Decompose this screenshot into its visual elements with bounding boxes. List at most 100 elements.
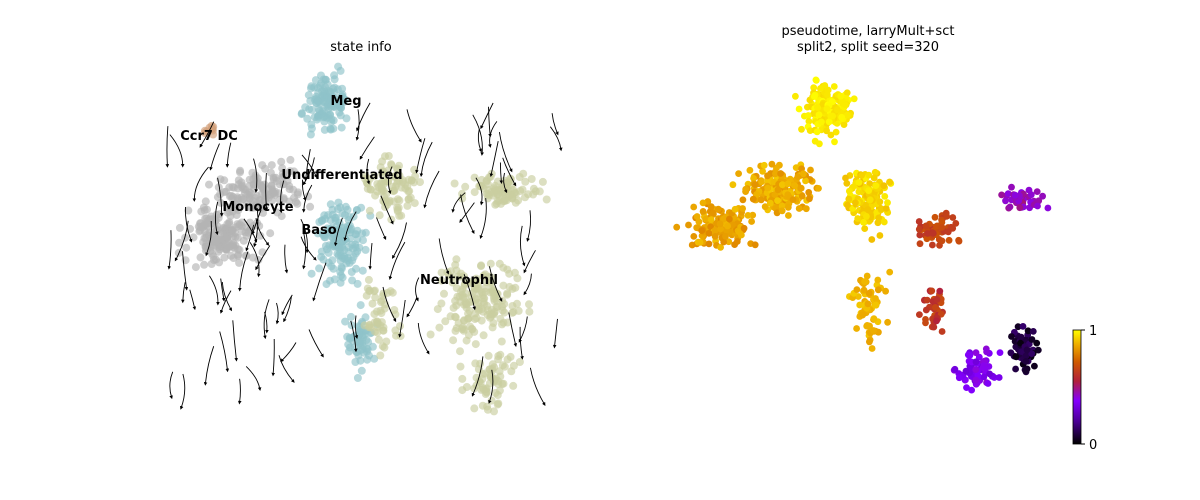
pseudotime-point <box>757 196 765 204</box>
pseudotime-point <box>870 327 877 334</box>
streamline <box>220 278 226 302</box>
pseudotime-point <box>791 182 799 190</box>
streamline <box>255 218 270 246</box>
cell-type-label: Undifferentiated <box>281 168 402 183</box>
streamline <box>477 128 482 153</box>
pseudotime-point <box>838 113 846 121</box>
pseudotime-point <box>854 215 862 222</box>
cell-point <box>527 175 536 183</box>
cell-point <box>448 278 457 287</box>
pseudotime-point <box>1033 339 1041 347</box>
pseudotime-point <box>865 171 873 179</box>
cell-point <box>505 269 514 278</box>
pseudotime-point <box>794 173 802 181</box>
pseudotime-point <box>1022 367 1030 375</box>
cell-point <box>525 307 534 316</box>
cell-point <box>297 110 306 119</box>
pseudotime-point <box>716 220 724 228</box>
pseudotime-point <box>865 187 872 195</box>
cell-point <box>344 340 353 349</box>
pseudotime-point <box>785 212 792 219</box>
cell-point <box>365 206 374 215</box>
cell-point <box>379 323 388 332</box>
streamline <box>278 355 295 383</box>
pseudotime-point <box>778 207 786 215</box>
pseudotime-point <box>944 228 952 236</box>
cell-point <box>486 313 495 322</box>
cell-point <box>486 172 495 181</box>
cell-point <box>228 226 237 235</box>
pseudotime-panel: pseudotime, larryMult+sct split2, split s… <box>673 24 1097 453</box>
pseudotime-point <box>797 185 805 192</box>
cell-point <box>303 114 312 123</box>
pseudotime-point <box>807 166 814 174</box>
cell-point <box>333 205 342 213</box>
pseudotime-point <box>972 358 980 366</box>
cell-point <box>256 204 265 213</box>
pseudotime-point <box>916 231 924 239</box>
streamline <box>471 356 484 397</box>
streamline <box>354 315 359 339</box>
pseudotime-point <box>963 384 970 391</box>
pseudotime-point <box>740 224 748 232</box>
pseudotime-point <box>766 199 774 207</box>
pseudotime-point <box>955 237 963 245</box>
cell-point <box>538 177 547 186</box>
pseudotime-point <box>805 117 813 125</box>
cell-point <box>477 261 486 270</box>
pseudotime-point <box>802 205 810 213</box>
pseudotime-point <box>865 289 873 297</box>
cell-point <box>327 94 336 103</box>
streamline <box>174 220 189 262</box>
pseudotime-point <box>805 189 813 196</box>
pseudotime-point <box>751 241 759 249</box>
cell-point <box>337 264 346 273</box>
pseudotime-point <box>966 351 974 359</box>
pseudotime-point <box>868 236 876 243</box>
pseudotime-point <box>952 220 960 227</box>
pseudotime-point <box>962 367 970 375</box>
cell-point <box>306 130 315 139</box>
pseudotime-point <box>768 160 776 168</box>
pseudotime-point <box>1014 323 1022 331</box>
cell-point <box>364 275 373 284</box>
pseudotime-point <box>1012 353 1020 360</box>
streamline <box>303 149 311 182</box>
streamline <box>167 230 172 270</box>
cell-point <box>524 190 533 199</box>
cell-point <box>209 252 218 261</box>
streamline <box>245 224 255 252</box>
cell-point <box>326 125 335 134</box>
streamline <box>359 136 375 160</box>
pseudotime-point <box>690 203 698 211</box>
cell-point <box>490 377 498 386</box>
streamline <box>415 277 420 302</box>
pseudotime-point <box>951 365 959 373</box>
cell-point <box>437 276 446 285</box>
streamline <box>263 299 270 340</box>
cell-point <box>450 179 459 188</box>
cell-point <box>236 166 245 175</box>
cell-point <box>233 196 242 205</box>
cell-point <box>223 232 232 241</box>
cell-point <box>235 220 244 229</box>
pseudotime-point <box>736 228 743 236</box>
pseudotime-point <box>720 238 728 246</box>
pseudotime-point <box>1022 358 1030 365</box>
cell-point <box>308 105 316 114</box>
pseudotime-point <box>880 218 888 226</box>
cell-point <box>271 173 280 182</box>
cell-point <box>368 299 377 308</box>
pseudotime-point <box>711 233 719 240</box>
streamline <box>355 109 360 141</box>
colorbar-gradient <box>1072 329 1082 445</box>
pseudotime-point <box>983 348 990 356</box>
colorbar-label-max: 1 <box>1089 324 1097 339</box>
cell-point <box>334 251 343 260</box>
cell-point <box>342 114 351 123</box>
cell-point <box>225 239 234 248</box>
cell-point <box>334 62 343 71</box>
pseudotime-point <box>886 268 894 276</box>
pseudotime-point <box>749 195 757 203</box>
cell-point <box>514 196 523 205</box>
